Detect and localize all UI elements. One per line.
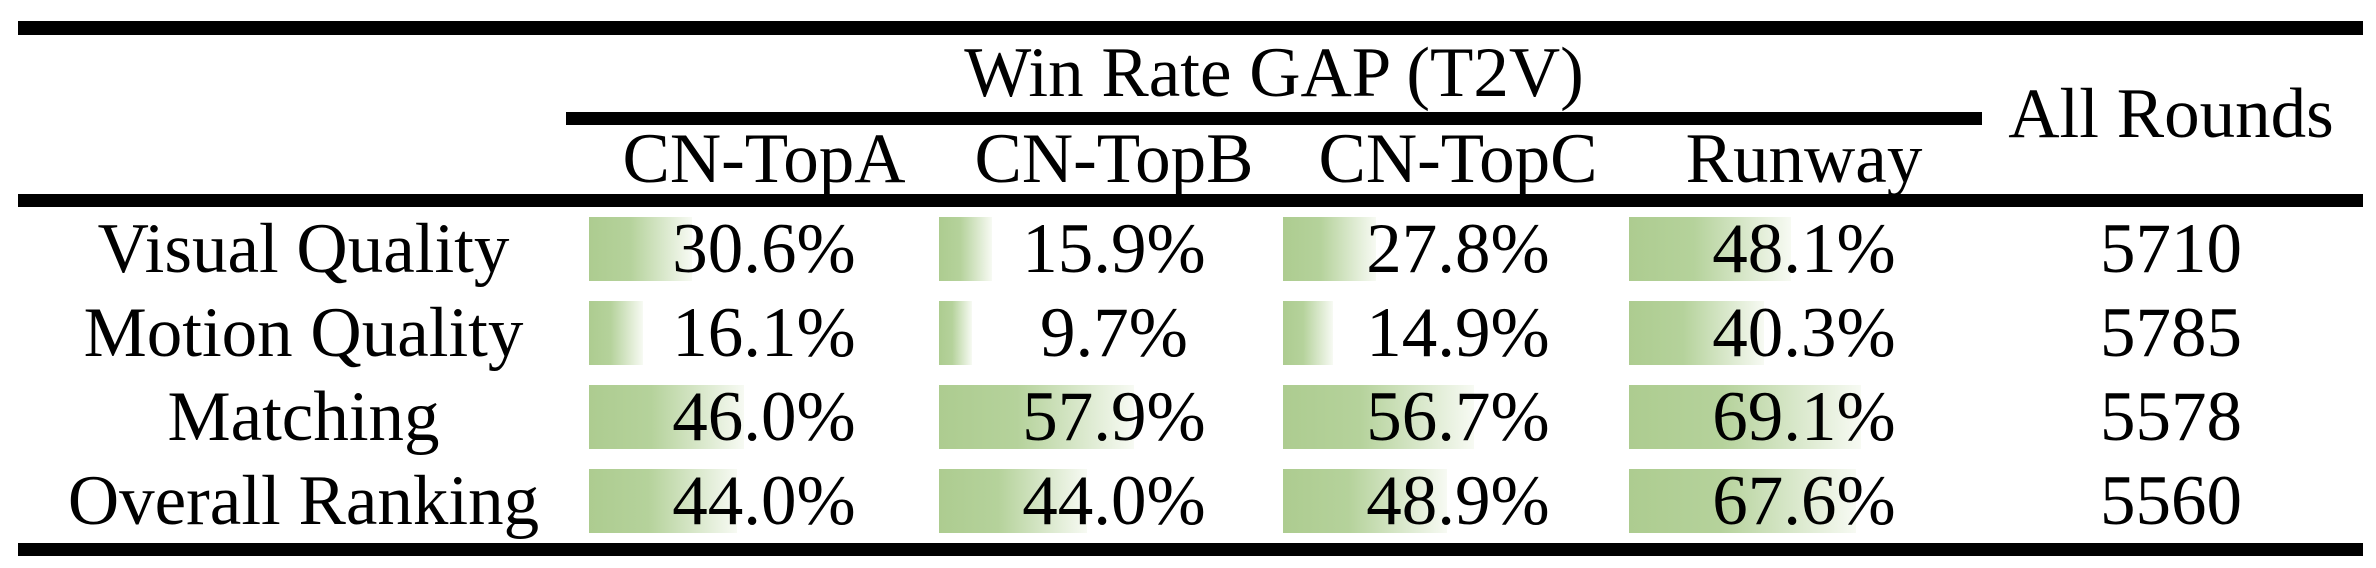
- win-rate-value: 67.6%: [1712, 461, 1896, 540]
- data-bar: [1283, 217, 1377, 281]
- data-bar: [1629, 469, 1857, 533]
- win-rate-value: 40.3%: [1712, 293, 1896, 372]
- data-bar: [1629, 301, 1765, 365]
- win-rate-value: 46.0%: [672, 377, 856, 456]
- win-rate-value: 9.7%: [1040, 293, 1188, 372]
- all-rounds-header: All Rounds: [2008, 75, 2334, 153]
- win-rate-value: 48.9%: [1366, 461, 1550, 540]
- data-bar: [1283, 301, 1334, 365]
- all-rounds-value: 5710: [2100, 209, 2242, 288]
- all-rounds-value: 5578: [2100, 377, 2242, 456]
- win-rate-value: 16.1%: [672, 293, 856, 372]
- all-rounds-value: 5785: [2100, 293, 2242, 372]
- data-bar: [589, 385, 744, 449]
- column-header-cn-topb: CN-TopB: [974, 120, 1254, 198]
- data-bar: [589, 469, 737, 533]
- column-header-cn-topa: CN-TopA: [622, 120, 906, 198]
- group-underline-rule: [566, 112, 1982, 125]
- table-bottom-rule: [18, 543, 2363, 556]
- data-bar: [939, 301, 972, 365]
- table-top-rule: [18, 21, 2363, 35]
- win-rate-value: 69.1%: [1712, 377, 1896, 456]
- win-rate-value: 44.0%: [1022, 461, 1206, 540]
- data-bar: [939, 385, 1134, 449]
- data-bar: [1629, 385, 1862, 449]
- win-rate-value: 15.9%: [1022, 209, 1206, 288]
- all-rounds-value: 5560: [2100, 461, 2242, 540]
- row-label-matching: Matching: [167, 377, 440, 456]
- column-header-runway: Runway: [1685, 120, 1923, 198]
- row-label-motion-quality: Motion Quality: [83, 293, 524, 372]
- data-bar: [939, 469, 1087, 533]
- win-rate-value: 57.9%: [1022, 377, 1206, 456]
- data-bar: [939, 217, 993, 281]
- win-rate-value: 27.8%: [1366, 209, 1550, 288]
- row-label-visual-quality: Visual Quality: [97, 209, 510, 288]
- column-group-title: Win Rate GAP (T2V): [964, 34, 1584, 112]
- win-rate-value: 48.1%: [1712, 209, 1896, 288]
- data-bar: [1629, 217, 1791, 281]
- data-bar: [1283, 385, 1474, 449]
- data-bar: [589, 217, 692, 281]
- row-label-overall-ranking: Overall Ranking: [67, 461, 540, 540]
- win-rate-value: 44.0%: [672, 461, 856, 540]
- win-rate-value: 30.6%: [672, 209, 856, 288]
- data-bar: [1283, 469, 1448, 533]
- win-rate-value: 14.9%: [1366, 293, 1550, 372]
- header-separator-rule: [18, 194, 2363, 207]
- data-bar: [589, 301, 644, 365]
- column-header-cn-topc: CN-TopC: [1318, 120, 1598, 198]
- win-rate-value: 56.7%: [1366, 377, 1550, 456]
